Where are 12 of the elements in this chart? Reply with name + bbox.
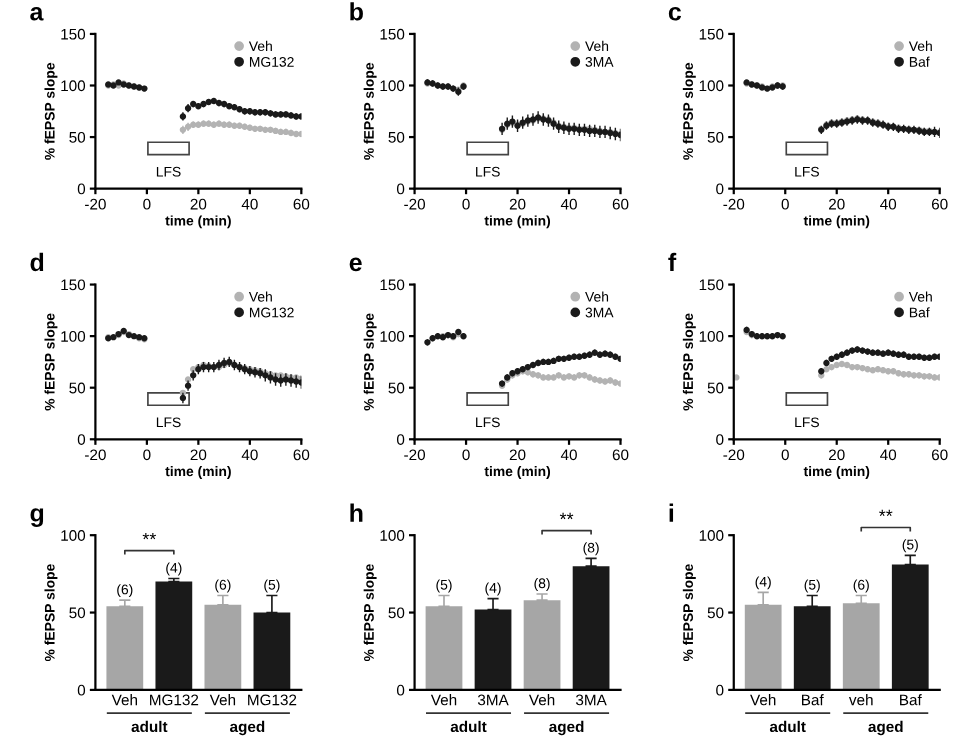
chart-title: g [30, 508, 44, 527]
annotation: ** [142, 532, 157, 540]
chart-title: c [668, 6, 682, 21]
chart-title: d [30, 252, 44, 272]
chart-title: f [668, 252, 677, 271]
chart-title: b [350, 2, 363, 21]
chart-title: i [669, 503, 674, 522]
chart-title: e [349, 257, 362, 272]
chart-title: h [350, 503, 363, 522]
chart-title: a [30, 6, 44, 21]
text: ** [879, 509, 893, 517]
text: ** [559, 512, 574, 520]
